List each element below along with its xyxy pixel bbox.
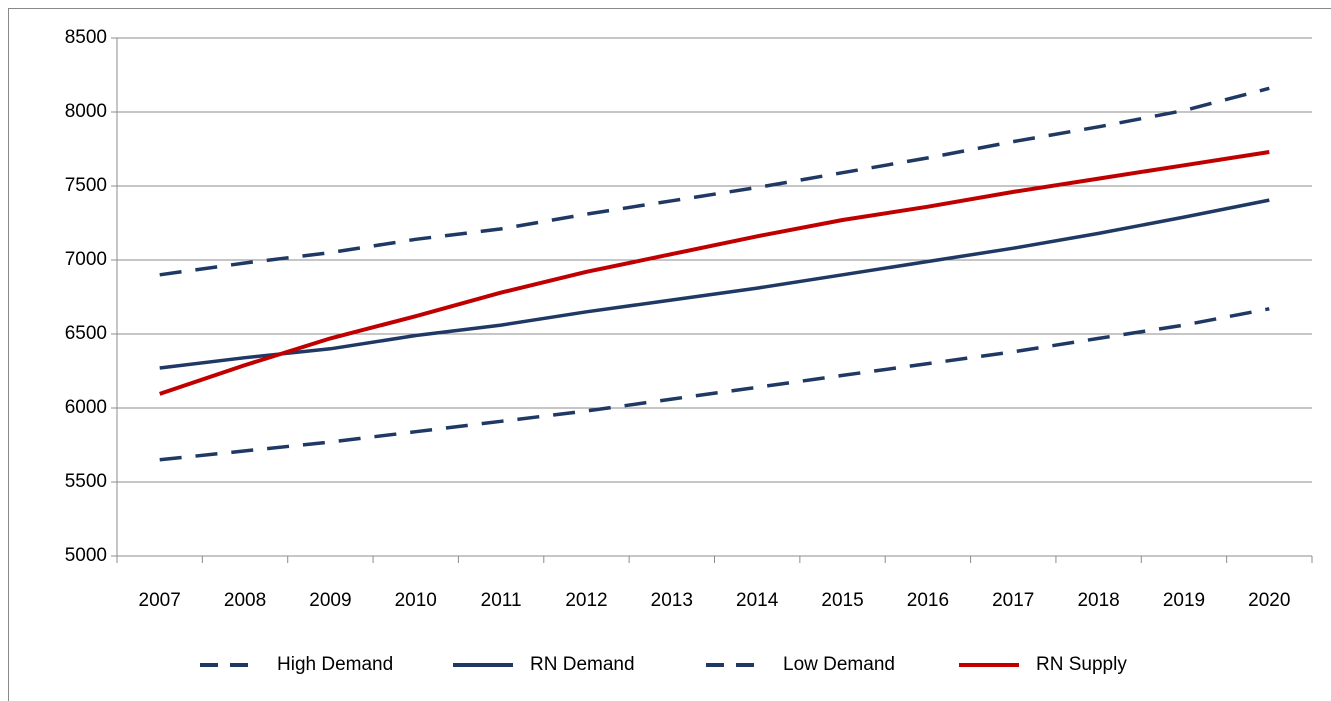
x-tick-label: 2019 [1163,590,1205,611]
y-tick-label: 6000 [65,397,107,418]
x-tick-label: 2017 [992,590,1034,611]
x-tick-label: 2014 [736,590,779,611]
legend-label: RN Demand [530,654,635,675]
x-tick-label: 2010 [395,590,437,611]
x-tick-label: 2011 [481,590,522,611]
legend-label: Low Demand [783,654,895,675]
y-tick-label: 8500 [65,27,107,48]
x-tick-label: 2016 [907,590,949,611]
x-tick-label: 2018 [1077,590,1119,611]
x-tick-label: 2013 [651,590,693,611]
x-tick-label: 2015 [821,590,863,611]
y-tick-label: 5000 [65,545,107,566]
chart-border [8,8,1331,701]
series-line [159,150,1270,396]
y-tick-label: 7000 [65,249,107,270]
y-tick-label: 6500 [65,323,107,344]
x-tick-label: 2009 [309,590,351,611]
x-tick-label: 2008 [224,590,266,611]
y-tick-label: 8000 [65,101,107,122]
series-line [159,198,1270,370]
legend-label: High Demand [277,654,393,675]
legend-label: RN Supply [1036,654,1127,675]
y-tick-label: 7500 [65,175,107,196]
series-line [159,86,1270,277]
x-tick-label: 2007 [139,590,181,611]
series-line [159,307,1270,462]
x-tick-label: 2012 [565,590,607,611]
y-tick-label: 5500 [65,471,107,492]
x-tick-label: 2020 [1248,590,1290,611]
